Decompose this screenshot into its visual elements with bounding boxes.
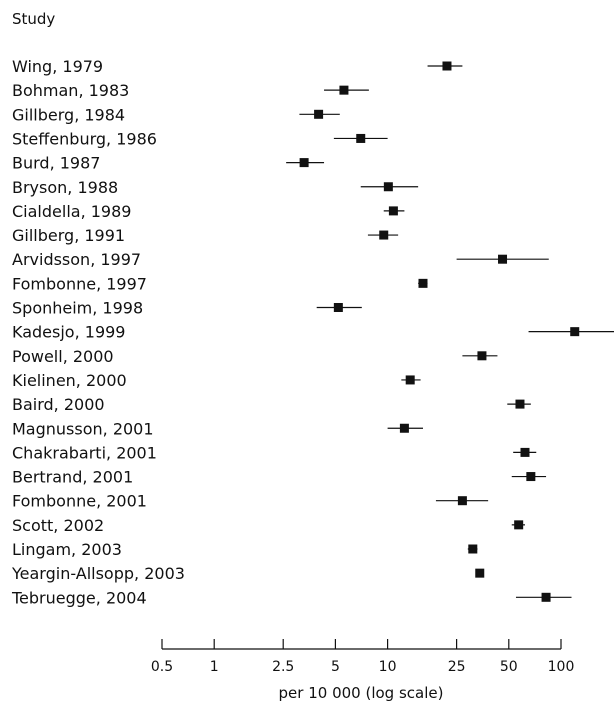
point-estimate-marker bbox=[339, 85, 349, 95]
point-estimate-marker bbox=[541, 592, 551, 602]
point-estimate-marker bbox=[418, 278, 428, 288]
study-label: Lingam, 2003 bbox=[12, 540, 122, 559]
x-axis-title: per 10 000 (log scale) bbox=[279, 684, 444, 702]
x-tick-label: 0.5 bbox=[151, 659, 173, 675]
study-label: Bohman, 1983 bbox=[12, 81, 129, 100]
column-header: Study bbox=[12, 10, 55, 28]
x-axis: 0.5 1 2.5 5 10 25 50 100 bbox=[151, 639, 575, 675]
x-tick-label: 1 bbox=[210, 659, 219, 675]
point-estimate-marker bbox=[383, 182, 393, 192]
study-label: Bertrand, 2001 bbox=[12, 468, 133, 487]
study-labels: Wing, 1979 Bohman, 1983 Gillberg, 1984 Stef… bbox=[11, 57, 185, 607]
study-label: Scott, 2002 bbox=[12, 516, 104, 535]
point-estimate-marker bbox=[468, 544, 478, 554]
study-label: Magnusson, 2001 bbox=[12, 419, 154, 438]
point-estimate-marker bbox=[442, 61, 452, 71]
point-estimate-marker bbox=[526, 472, 536, 482]
study-label: Fombonne, 1997 bbox=[12, 274, 147, 293]
point-estimate-marker bbox=[405, 375, 415, 385]
point-estimate-marker bbox=[333, 303, 343, 312]
point-estimate-marker bbox=[520, 447, 530, 457]
study-label: Powell, 2000 bbox=[12, 347, 114, 366]
point-estimate-marker bbox=[457, 496, 467, 506]
study-label: Chakrabarti, 2001 bbox=[12, 443, 157, 462]
x-tick-label: 100 bbox=[548, 659, 575, 675]
study-label: Tebruegge, 2004 bbox=[11, 588, 147, 607]
x-tick-label: 50 bbox=[500, 659, 518, 675]
point-estimate-marker bbox=[299, 158, 309, 168]
x-tick-label: 10 bbox=[379, 659, 397, 675]
study-label: Yeargin-Allsopp, 2003 bbox=[11, 564, 185, 583]
point-estimate-marker bbox=[514, 520, 524, 530]
point-estimate-marker bbox=[379, 230, 389, 240]
study-label: Arvidsson, 1997 bbox=[12, 250, 141, 269]
study-label: Bryson, 1988 bbox=[12, 178, 118, 197]
study-label: Steffenburg, 1986 bbox=[12, 129, 157, 148]
point-estimate-marker bbox=[399, 423, 409, 433]
point-estimate-marker bbox=[356, 133, 366, 143]
point-estimate-marker bbox=[314, 109, 324, 119]
study-label: Gillberg, 1984 bbox=[12, 105, 125, 124]
study-label: Baird, 2000 bbox=[12, 395, 105, 414]
confidence-intervals bbox=[286, 61, 614, 602]
point-estimate-marker bbox=[570, 327, 580, 337]
x-tick-label: 5 bbox=[331, 659, 340, 675]
study-label: Fombonne, 2001 bbox=[12, 492, 147, 511]
study-label: Sponheim, 1998 bbox=[12, 299, 143, 318]
study-label: Kielinen, 2000 bbox=[12, 371, 127, 390]
x-tick-label: 25 bbox=[448, 659, 466, 675]
study-label: Gillberg, 1991 bbox=[12, 226, 125, 245]
point-estimate-marker bbox=[498, 254, 508, 264]
point-estimate-marker bbox=[515, 399, 525, 409]
study-label: Burd, 1987 bbox=[12, 154, 100, 173]
point-estimate-marker bbox=[475, 568, 485, 578]
point-estimate-marker bbox=[388, 206, 398, 216]
study-label: Wing, 1979 bbox=[12, 57, 103, 76]
point-estimate-marker bbox=[477, 351, 487, 361]
x-tick-label: 2.5 bbox=[272, 659, 294, 675]
study-label: Kadesjo, 1999 bbox=[12, 323, 125, 342]
study-label: Cialdella, 1989 bbox=[12, 202, 131, 221]
